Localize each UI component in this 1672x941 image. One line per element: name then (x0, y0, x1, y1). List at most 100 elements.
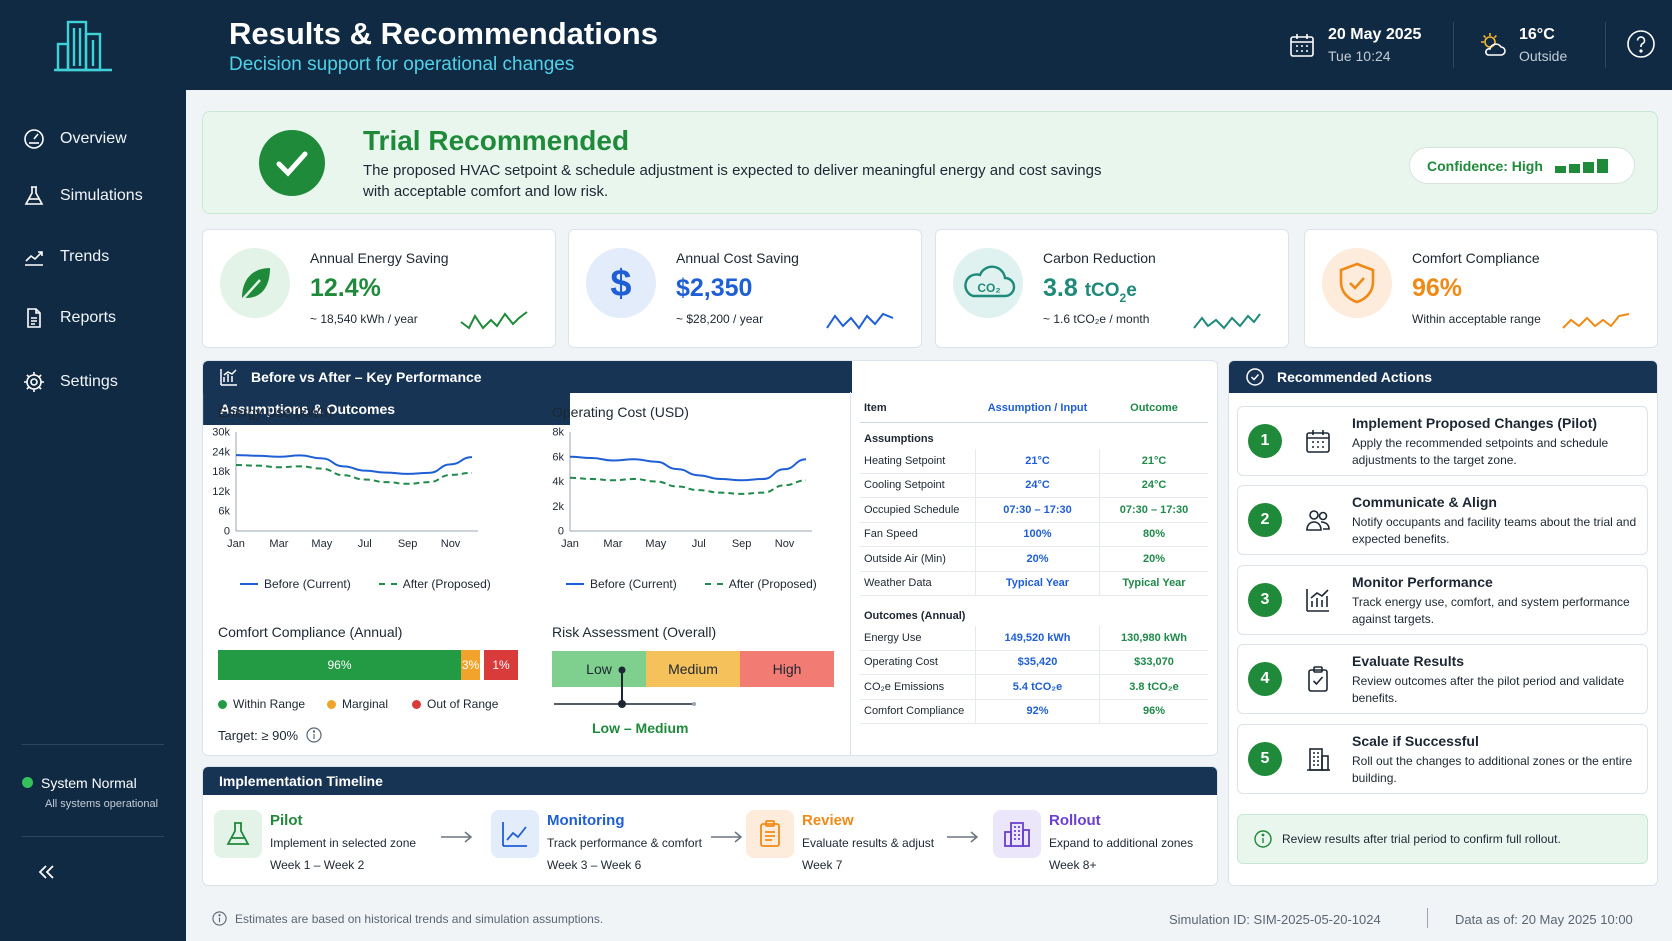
weather-display: 16°C Outside (1479, 26, 1567, 64)
action-item-evaluate[interactable]: 4 Evaluate Results Review outcomes after… (1237, 644, 1648, 714)
footer-note: Estimates are based on historical trends… (212, 911, 603, 926)
table-cell-assumption: 5.4 tCO₂e (975, 675, 1100, 699)
table-cell-assumption: 149,520 kWh (975, 626, 1100, 650)
table-row: Cooling Setpoint 24°C 24°C (860, 473, 1208, 498)
trend-chart-icon (491, 810, 539, 858)
sparkline (826, 312, 894, 330)
action-title: Evaluate Results (1352, 653, 1465, 669)
table-header-item: Item (864, 401, 887, 414)
arrow-right-icon (441, 831, 473, 843)
flask-icon (24, 186, 44, 205)
current-day-time: Tue 10:24 (1328, 48, 1391, 64)
nav-reports[interactable]: Reports (22, 300, 172, 336)
system-status: System Normal All systems operational (22, 774, 158, 810)
step-title: Review (802, 812, 854, 829)
table-cell-assumption: 07:30 – 17:30 (975, 498, 1100, 522)
comfort-target-label: Target: ≥ 90% (218, 727, 299, 743)
y-tick-label: 0 (224, 526, 230, 538)
status-dot (22, 777, 33, 789)
action-number: 5 (1248, 742, 1282, 776)
table-cell-item: Comfort Compliance (864, 705, 965, 718)
table-row: Comfort Compliance 92% 96% (860, 699, 1208, 724)
assumptions-table: Item Assumption / Input Outcome Assumpti… (860, 393, 1208, 724)
help-icon[interactable] (1626, 29, 1656, 59)
timeline-step-monitoring[interactable]: Monitoring Track performance & comfort W… (491, 806, 702, 876)
info-icon (1254, 830, 1272, 848)
legend-label-after: After (Proposed) (728, 577, 817, 591)
timeline-panel-title: Implementation Timeline (219, 773, 383, 789)
table-cell-item: Occupied Schedule (864, 503, 960, 516)
timeline-step-pilot[interactable]: Pilot Implement in selected zone Week 1 … (214, 806, 416, 876)
gear-icon (24, 372, 44, 392)
action-item-communicate[interactable]: 2 Communicate & Align Notify occupants a… (1237, 485, 1648, 555)
nav-settings-label: Settings (60, 373, 118, 390)
performance-panel-title: Before vs After – Key Performance (251, 369, 482, 385)
nav-overview[interactable]: Overview (22, 121, 172, 157)
action-item-monitor[interactable]: 3 Monitor Performance Track energy use, … (1237, 565, 1648, 635)
table-cell-assumption: 100% (975, 522, 1100, 546)
y-tick-label: 18k (212, 466, 230, 478)
nav-trends[interactable]: Trends (22, 239, 172, 275)
x-tick-label: Jul (358, 538, 372, 550)
step-description: Evaluate results & adjust (802, 836, 935, 850)
legend-swatch-before (566, 583, 584, 585)
info-icon[interactable] (306, 727, 322, 743)
sidebar-divider (22, 836, 164, 837)
table-header-assumption: Assumption / Input (987, 401, 1088, 414)
svg-text:CO₂: CO₂ (977, 281, 1000, 295)
table-row: Operating Cost $35,420 $33,070 (860, 650, 1208, 675)
kpi-carbon-reduction: CO₂ Carbon Reduction 3.8 tCO2e ~ 1.6 tCO… (935, 229, 1289, 348)
action-item-scale[interactable]: 5 Scale if Successful Roll out the chang… (1237, 724, 1648, 794)
action-item-pilot[interactable]: 1 Implement Proposed Changes (Pilot) App… (1237, 406, 1648, 476)
confidence-badge[interactable]: Confidence: High (1409, 147, 1635, 184)
timeline-step-review[interactable]: Review Evaluate results & adjust Week 7 (746, 806, 946, 876)
nav-simulations[interactable]: Simulations (22, 178, 172, 214)
x-tick-label: Mar (603, 538, 622, 550)
table-cell-outcome: 24°C (1141, 479, 1167, 492)
energy-chart-legend: Before (Current) After (Proposed) (240, 577, 491, 591)
action-description: Apply the recommended setpoints and sche… (1352, 436, 1609, 467)
y-tick-label: 8k (552, 427, 564, 439)
nav-settings[interactable]: Settings (22, 364, 172, 400)
calendar-icon (1306, 430, 1330, 453)
risk-title: Risk Assessment (Overall) (552, 624, 717, 640)
info-icon (212, 911, 227, 926)
cost-chart-legend: Before (Current) After (Proposed) (566, 577, 817, 591)
energy-chart-title: Energy Use (kWh) (218, 404, 333, 420)
assumption-rows: Heating Setpoint 21°C 21°C Cooling Setpoint… (860, 449, 1208, 596)
kpi-label: Annual Energy Saving (310, 250, 449, 266)
x-tick-label: Sep (732, 538, 752, 550)
step-description: Expand to additional zones (1049, 836, 1194, 850)
comfort-target: Target: ≥ 90% (218, 727, 322, 743)
panel-divider (850, 392, 851, 755)
action-description: Notify occupants and facility teams abou… (1352, 515, 1637, 546)
arrow-right-icon (711, 831, 743, 843)
kpi-subtext: ~ 1.6 tCO₂e / month (1043, 312, 1150, 326)
table-row: Outside Air (Min) 20% 20% (860, 547, 1208, 572)
header-divider (1605, 22, 1606, 68)
comfort-compliance-bar: 96% 3% 1% (218, 650, 518, 680)
table-cell-item: Heating Setpoint (864, 454, 946, 467)
building-logo-icon[interactable] (52, 18, 114, 74)
page-title: Results & Recommendations (229, 16, 658, 51)
action-number: 4 (1248, 662, 1282, 696)
timeline-step-rollout[interactable]: Rollout Expand to additional zones Week … (993, 806, 1203, 876)
risk-indicator (554, 666, 696, 708)
confidence-bars-icon (1554, 158, 1608, 173)
svg-text:$: $ (610, 263, 631, 305)
table-cell-assumption: Typical Year (975, 571, 1100, 595)
actions-panel-title: Recommended Actions (1277, 369, 1433, 385)
collapse-sidebar-icon[interactable] (32, 858, 60, 886)
assumptions-panel-header: Assumptions & Outcomes (203, 393, 570, 425)
recommendation-banner: Trial Recommended The proposed HVAC setp… (202, 111, 1658, 214)
sparkline (1562, 313, 1630, 329)
check-circle-outline-icon (1246, 368, 1264, 386)
gauge-icon (24, 129, 44, 149)
recommendation-title: Trial Recommended (363, 125, 630, 156)
status-title: System Normal (41, 774, 137, 791)
recommendation-description: The proposed HVAC setpoint & schedule ad… (363, 162, 1102, 200)
legend-label-before: Before (Current) (264, 577, 351, 591)
table-cell-assumption: 92% (975, 699, 1100, 723)
series-line-before (235, 454, 473, 475)
table-cell-assumption: $35,420 (975, 650, 1100, 674)
